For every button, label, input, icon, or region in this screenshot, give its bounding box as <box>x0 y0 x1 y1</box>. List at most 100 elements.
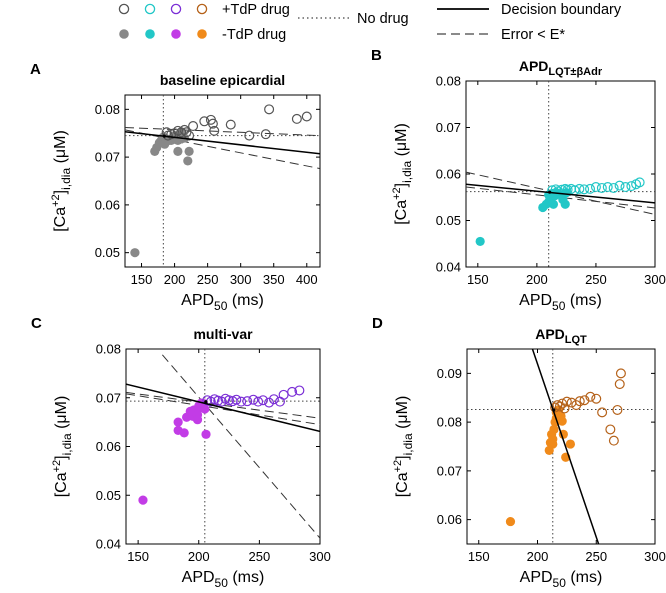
y-axis-label: [Ca+2]i,dia (μM) <box>392 396 415 498</box>
no-drug-marker <box>204 400 208 404</box>
legend-tdp-marker-orange <box>196 3 208 15</box>
tdp-point <box>291 113 302 124</box>
panel-d: 150 200 250 300 0.06 0.07 0.08 0.09 D APDLQT APD50… <box>372 315 666 590</box>
non-tdp-point <box>475 236 485 247</box>
panel-c-label: C <box>31 315 42 332</box>
legend-no-drug-label: No drug <box>357 11 409 27</box>
panels: 150 200 250 300 350 400 0.05 0.06 0.07 0.08 Abasel… <box>30 47 666 590</box>
tdp-point <box>253 396 264 407</box>
tdp-point <box>244 130 255 141</box>
x-tick-label: 250 <box>249 549 271 564</box>
y-tick-label: 0.06 <box>95 197 120 212</box>
panel-a-label: A <box>30 61 41 78</box>
y-tick-label: 0.05 <box>95 245 120 260</box>
tdp-point <box>559 403 570 414</box>
y-axis-label: [Ca+2]i,dia (μM) <box>51 396 74 498</box>
x-tick-label: 250 <box>585 272 607 287</box>
tdp-point <box>597 407 608 418</box>
non-tdp-point <box>201 429 211 439</box>
x-tick-label: 200 <box>526 272 548 287</box>
non-tdp-point <box>557 416 567 426</box>
decision-boundary-line <box>466 183 655 204</box>
tdp-point <box>585 183 596 194</box>
tdp-point <box>591 393 602 404</box>
x-tick-label: 200 <box>527 549 549 564</box>
panel-c-axes-box <box>125 348 321 545</box>
tdp-point <box>268 394 279 405</box>
x-axis-label: APD50 (ms) <box>520 569 603 590</box>
y-tick-label: 0.07 <box>95 150 120 165</box>
non-tdp-point <box>565 439 576 449</box>
tdp-point <box>605 424 616 435</box>
panel-d-plot-area <box>467 349 655 544</box>
x-tick-label: 350 <box>263 272 285 287</box>
panel-a-title: baseline epicardial <box>160 72 285 88</box>
legend-tdp-label: +TdP drug <box>222 2 290 18</box>
tdp-point <box>301 111 312 122</box>
tdp-point <box>608 435 619 446</box>
non-tdp-point <box>549 424 559 435</box>
x-tick-label: 200 <box>164 272 186 287</box>
legend-tdp-marker-gray <box>118 3 130 15</box>
x-tick-label: 150 <box>468 549 490 564</box>
y-tick-label: 0.07 <box>96 390 121 405</box>
x-tick-label: 150 <box>131 272 153 287</box>
y-tick-label: 0.09 <box>437 366 462 381</box>
tdp-point <box>225 119 236 130</box>
x-tick-label: 300 <box>644 272 666 287</box>
decision-boundary-line <box>531 349 600 544</box>
y-tick-label: 0.08 <box>95 102 120 117</box>
tdp-point <box>615 368 626 379</box>
legend-non-tdp-marker-orange <box>197 29 207 39</box>
tdp-point <box>188 121 199 132</box>
tdp-point <box>585 391 596 402</box>
y-tick-label: 0.05 <box>436 213 461 228</box>
tdp-point <box>181 127 192 138</box>
non-tdp-point <box>173 146 183 156</box>
tdp-point <box>608 182 619 193</box>
error-line <box>466 186 655 209</box>
x-axis-label: APD50 (ms) <box>519 292 602 313</box>
x-axis-label: APD50 (ms) <box>182 569 265 590</box>
tdp-point <box>554 401 565 412</box>
non-tdp-point <box>130 248 140 258</box>
tdp-point <box>278 389 289 400</box>
tdp-point <box>209 125 220 136</box>
panel-c: 150 200 250 300 0.04 0.05 0.06 0.07 0.08 Cmulti-v… <box>31 315 331 590</box>
error-line <box>126 391 320 419</box>
legend-non-tdp-markers <box>119 29 207 39</box>
x-tick-label: 250 <box>197 272 219 287</box>
non-tdp-point <box>183 156 193 166</box>
y-tick-label: 0.05 <box>96 488 121 503</box>
x-tick-label: 400 <box>296 272 318 287</box>
y-tick-label: 0.06 <box>96 439 121 454</box>
legend-tdp-marker-purple <box>170 3 182 15</box>
non-tdp-point <box>192 415 203 425</box>
x-tick-label: 300 <box>230 272 252 287</box>
error-line <box>126 393 320 426</box>
tdp-point <box>620 182 631 193</box>
legend: +TdP drug -TdP drug No drug Decision bou… <box>118 2 622 43</box>
panel-a-plot-area <box>125 95 320 267</box>
legend-non-tdp-marker-purple <box>171 29 181 39</box>
panel-b-label: B <box>371 47 382 64</box>
tdp-point <box>626 181 637 192</box>
tdp-point <box>260 129 271 140</box>
tdp-point <box>614 180 625 191</box>
error-line <box>161 354 320 539</box>
tdp-point <box>242 396 253 407</box>
panel-b: 150 200 250 300 0.04 0.05 0.06 0.07 0.08 B APDLQT±… <box>371 47 666 313</box>
decision-boundary-line <box>125 131 320 155</box>
tdp-point <box>612 404 623 415</box>
non-tdp-point <box>184 146 194 156</box>
non-tdp-point <box>173 417 183 427</box>
panel-a-axes-box <box>124 94 321 268</box>
tdp-point <box>602 182 613 193</box>
y-tick-label: 0.04 <box>436 260 461 275</box>
tdp-point <box>579 395 590 406</box>
y-tick-label: 0.08 <box>436 74 461 89</box>
non-tdp-point <box>505 516 516 527</box>
tdp-point <box>264 104 275 115</box>
tdp-point <box>634 177 645 188</box>
